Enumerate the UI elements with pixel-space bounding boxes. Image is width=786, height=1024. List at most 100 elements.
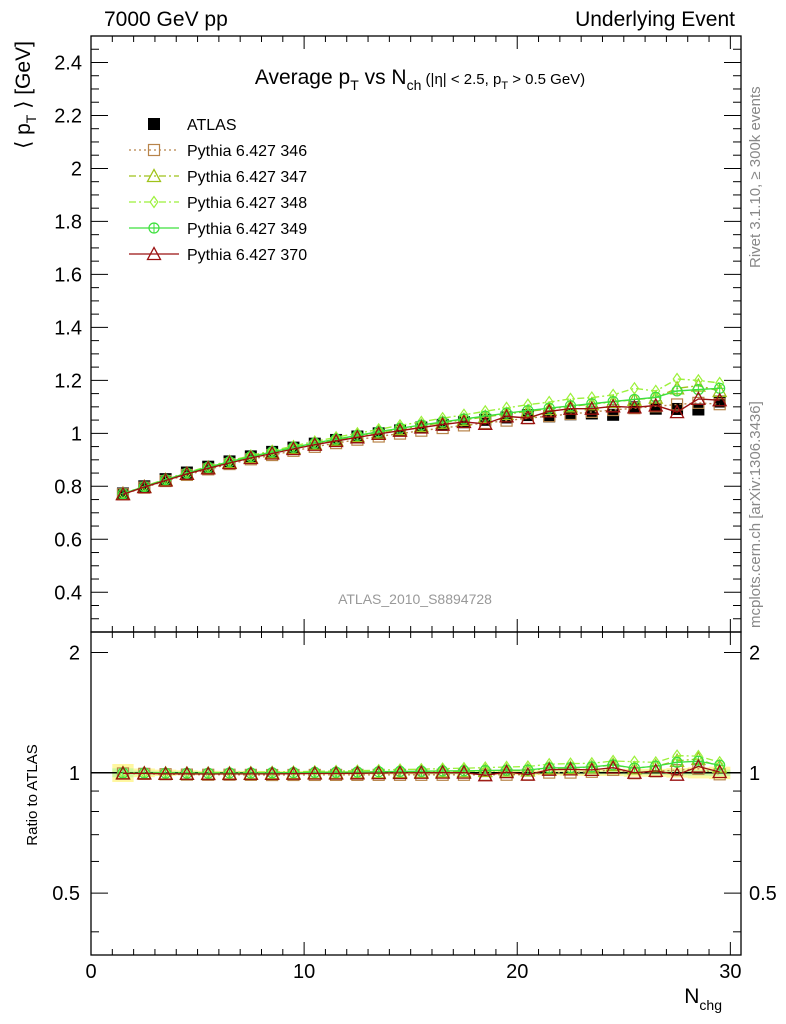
series-pythia-6-427-370-ratio-point-shape [626, 764, 643, 779]
series-pythia-6-427-370-ratio-line [123, 765, 720, 776]
series-pythia-6-427-370-ratio-point [392, 765, 408, 780]
x-tick-label: 20 [506, 961, 528, 983]
y-tick-label: 0.6 [54, 529, 82, 551]
mcplots-label: mcplots.cern.ch [arXiv:1306.3436] [747, 401, 764, 628]
series-pythia-6-427-370-ratio-point-shape [371, 765, 387, 780]
atlas-data-point-shape [692, 403, 705, 416]
series-pythia-6-427-370-point-shape [349, 429, 365, 444]
series-pythia-6-427-370-point-shape [157, 472, 174, 487]
legend-pythia-6-427-349-label: Pythia 6.427 349 [187, 221, 307, 238]
series-pythia-6-427-370-point-shape [648, 397, 664, 412]
series-pythia-6-427-370-ratio-point [626, 764, 643, 779]
series-pythia-6-427-349-point [586, 398, 598, 410]
series-pythia-6-427-370-point [626, 399, 643, 414]
legend-atlas-marker [148, 118, 160, 130]
legend-atlas-label: ATLAS [187, 117, 237, 134]
series-pythia-6-427-370-ratio-point-shape [221, 766, 238, 781]
series-pythia-6-427-370-point [605, 398, 621, 413]
atlas-data-point [692, 403, 705, 416]
series-pythia-6-427-370-ratio-point-shape [498, 764, 515, 779]
series-pythia-6-427-348-ratio-line [123, 755, 720, 774]
series-pythia-6-427-370-ratio-point [307, 765, 323, 780]
ratio-y-tick-label: 2 [69, 642, 80, 664]
y-tick-label: 1.6 [54, 264, 82, 286]
ratio-y-tick-label-right: 1 [749, 763, 760, 785]
legend-atlas-marker-shape [148, 118, 160, 130]
series-pythia-6-427-370-point [264, 445, 280, 460]
series-pythia-6-427-370-point-shape [712, 392, 728, 407]
ratio-y-tick-label: 0.5 [52, 883, 80, 905]
series-pythia-6-427-370-point-shape [243, 450, 259, 465]
series-pythia-6-427-370-ratio-point [285, 765, 302, 780]
series-pythia-6-427-348-point [672, 372, 682, 386]
series-pythia-6-427-349-point [650, 391, 662, 403]
series-pythia-6-427-370-point-shape [435, 416, 451, 431]
series-pythia-6-427-370-ratio-point-shape [328, 765, 344, 780]
series-pythia-6-427-370-point [477, 415, 493, 430]
x-axis-label: Nchg [684, 985, 722, 1013]
series-pythia-6-427-370-point-shape [477, 415, 493, 430]
series-pythia-6-427-370-ratio-point [413, 764, 429, 779]
series-pythia-6-427-347-point-shape [712, 383, 728, 398]
x-tick-label: 0 [85, 961, 96, 983]
series-pythia-6-427-370-ratio-point [435, 764, 451, 779]
series-pythia-6-427-370-point [584, 400, 600, 415]
series-pythia-6-427-370-point [562, 400, 579, 415]
series-pythia-6-427-370-point [136, 479, 152, 494]
series-pythia-6-427-370-ratio-point-shape [243, 766, 259, 781]
series-pythia-6-427-348-point-shape [672, 372, 682, 386]
series-pythia-6-427-370-point-shape [413, 419, 429, 434]
series-pythia-6-427-370-ratio-point-shape [115, 765, 131, 780]
series-pythia-6-427-370-ratio-point [648, 763, 664, 778]
series-pythia-6-427-370-ratio-point [136, 765, 152, 780]
series-pythia-6-427-347-ratio-point-shape [712, 758, 728, 773]
series-pythia-6-427-370-point [648, 397, 664, 412]
ratio-y-tick-label: 1 [69, 763, 80, 785]
series-pythia-6-427-370-ratio-point-shape [562, 761, 579, 776]
legend-pythia-6-427-346-marker [147, 143, 161, 157]
series-pythia-6-427-370-point-shape [584, 400, 600, 415]
series-pythia-6-427-370-ratio-point-shape [136, 765, 152, 780]
series-pythia-6-427-349-point [628, 393, 641, 406]
y-tick-label: 0.8 [54, 476, 82, 498]
series-pythia-6-427-370-point-shape [605, 398, 621, 413]
series-pythia-6-427-370-point-shape [498, 408, 515, 423]
series-pythia-6-427-349-ratio-point [415, 765, 427, 777]
series-pythia-6-427-370-ratio-point [541, 761, 557, 776]
series-pythia-6-427-370-ratio-point [690, 758, 706, 773]
series-pythia-6-427-370-point [307, 436, 323, 451]
series-pythia-6-427-370-ratio-point-shape [349, 765, 365, 780]
series-pythia-6-427-370-point-shape [328, 433, 344, 448]
series-pythia-6-427-370-point [179, 465, 195, 481]
series-pythia-6-427-370-ratio-point-shape [541, 761, 557, 776]
series-pythia-6-427-370-ratio-point-shape [435, 764, 451, 779]
legend-pythia-6-427-370-marker-shape [146, 246, 162, 261]
series-pythia-6-427-370-ratio-point [456, 764, 472, 779]
series-pythia-6-427-370-ratio-point [157, 765, 174, 780]
legend-pythia-6-427-348-marker [149, 195, 159, 209]
series-pythia-6-427-370-ratio-point-shape [413, 764, 429, 779]
series-pythia-6-427-370-line [122, 398, 720, 495]
legend-pythia-6-427-346-label: Pythia 6.427 346 [187, 143, 307, 160]
series-pythia-6-427-370-point [456, 414, 472, 429]
series-pythia-6-427-370-ratio-point [562, 761, 579, 776]
legend-pythia-6-427-346-marker-shape [147, 143, 161, 157]
series-pythia-6-427-370-ratio-point [371, 765, 387, 780]
series-pythia-6-427-370-ratio-point [498, 764, 515, 779]
series-pythia-6-427-370-ratio-point [179, 765, 195, 780]
series-pythia-6-427-370-point [285, 441, 302, 456]
legend-pythia-6-427-348-label: Pythia 6.427 348 [187, 195, 307, 212]
header-analysis-label: Underlying Event [575, 8, 735, 31]
series-pythia-6-427-370-ratio-point [349, 765, 365, 780]
legend-pythia-6-427-347-label: Pythia 6.427 347 [187, 169, 307, 186]
series-pythia-6-427-370-point-shape [371, 425, 387, 441]
series-pythia-6-427-370-ratio-point-shape [584, 762, 600, 777]
legend-pythia-6-427-347-marker-shape [146, 168, 162, 183]
series-pythia-6-427-370-ratio-point-shape [669, 766, 685, 781]
series-pythia-6-427-370-point-shape [221, 455, 238, 470]
series-pythia-6-427-349-point [714, 382, 726, 394]
series-pythia-6-427-370-point [520, 410, 536, 425]
series-pythia-6-427-347-ratio-point [712, 758, 728, 773]
series-pythia-6-427-370-ratio-point [605, 759, 621, 774]
